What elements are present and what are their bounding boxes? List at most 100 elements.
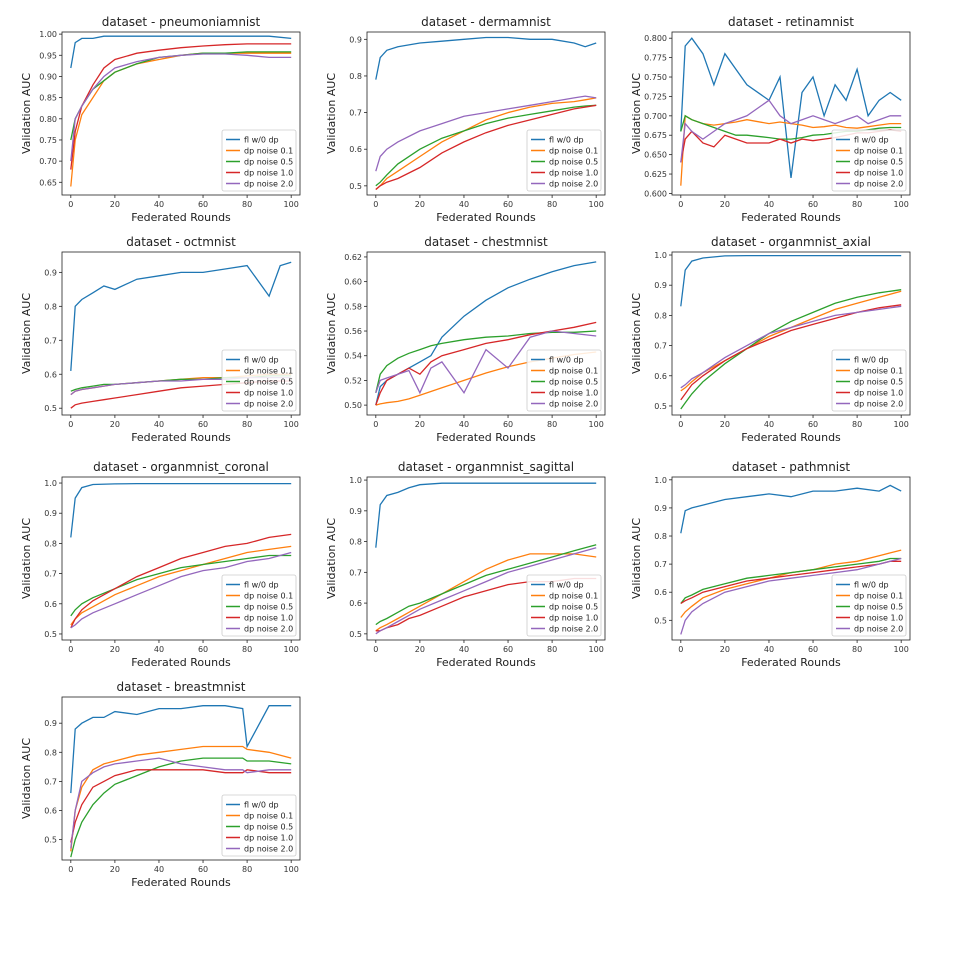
- legend-label: dp noise 0.5: [854, 378, 903, 387]
- y-axis-label: Validation AUC: [325, 73, 338, 154]
- y-tick-label: 0.6: [349, 145, 362, 154]
- x-tick-label: 80: [242, 645, 252, 654]
- legend: fl w/0 dp dp noise 0.1 dp noise 0.5 dp nois…: [221, 129, 297, 192]
- x-tick-label: 40: [764, 200, 774, 209]
- x-tick-label: 40: [459, 200, 469, 209]
- series-line-0: [680, 484, 902, 534]
- y-tick-label: 0.6: [654, 372, 667, 381]
- y-axis-label: Validation AUC: [630, 518, 643, 599]
- y-tick-label: 0.60: [344, 278, 362, 287]
- y-tick-label: 0.700: [644, 112, 667, 121]
- x-tick-label: 60: [198, 200, 208, 209]
- series-line-2: [70, 554, 292, 617]
- plot-frame: [61, 696, 301, 861]
- series-line-2: [375, 544, 597, 626]
- legend-label: dp noise 1.0: [854, 614, 903, 623]
- legend-label: fl w/0 dp: [549, 356, 584, 365]
- y-tick-label: 0.6: [44, 370, 57, 379]
- legend-label: dp noise 1.0: [244, 834, 293, 843]
- y-tick-label: 0.600: [644, 189, 667, 198]
- x-axis-label: Federated Rounds: [741, 211, 841, 224]
- y-tick-label: 0.9: [44, 268, 57, 277]
- y-tick-label: 0.52: [344, 376, 362, 385]
- chart-title: dataset - organmnist_coronal: [93, 460, 269, 474]
- y-tick-label: 0.650: [644, 151, 667, 160]
- series-line-4: [680, 99, 902, 163]
- x-tick-label: 100: [894, 420, 909, 429]
- legend-label: dp noise 2.0: [244, 625, 293, 634]
- y-tick-label: 0.8: [654, 311, 667, 320]
- legend: fl w/0 dp dp noise 0.1 dp noise 0.5 dp nois…: [831, 129, 907, 192]
- y-tick-label: 0.5: [349, 182, 362, 191]
- y-tick-label: 0.775: [644, 54, 667, 63]
- legend-label: fl w/0 dp: [549, 581, 584, 590]
- x-tick-label: 20: [720, 200, 730, 209]
- y-tick-label: 1.00: [39, 30, 57, 39]
- legend: fl w/0 dp dp noise 0.1 dp noise 0.5 dp nois…: [221, 574, 297, 637]
- chart-title: dataset - breastmnist: [117, 680, 246, 694]
- y-tick-label: 0.8: [44, 748, 57, 757]
- y-tick-label: 0.9: [654, 504, 667, 513]
- x-axis-label: Federated Rounds: [436, 431, 536, 444]
- legend-label: fl w/0 dp: [244, 356, 279, 365]
- y-tick-label: 0.625: [644, 170, 667, 179]
- y-tick-label: 0.800: [644, 34, 667, 43]
- y-tick-label: 0.50: [344, 401, 362, 410]
- series-line-0: [70, 35, 292, 69]
- chart-svg: dataset - dermamnist 0 20 40 60 80 100 0.5 0.6 0.…: [325, 15, 606, 224]
- x-axis-label: Federated Rounds: [741, 656, 841, 669]
- x-tick-label: 100: [284, 865, 299, 874]
- x-tick-label: 20: [110, 200, 120, 209]
- chart-panel: dataset - chestmnist 0 20 40 60 80 100 0.50 0.52…: [315, 230, 615, 455]
- x-axis-label: Federated Rounds: [436, 656, 536, 669]
- legend-box: [221, 794, 297, 857]
- legend-box: [221, 349, 297, 412]
- plot-frame: [671, 476, 911, 641]
- x-tick-label: 60: [808, 645, 818, 654]
- legend-label: fl w/0 dp: [244, 581, 279, 590]
- chart-title: dataset - dermamnist: [421, 15, 551, 29]
- legend: fl w/0 dp dp noise 0.1 dp noise 0.5 dp nois…: [526, 349, 602, 412]
- x-tick-label: 100: [589, 645, 604, 654]
- legend-label: dp noise 0.5: [549, 378, 598, 387]
- chart-panel: dataset - octmnist 0 20 40 60 80 100 0.5 0.6 0.7 0…: [10, 230, 310, 455]
- y-tick-label: 0.7: [44, 777, 57, 786]
- legend-label: dp noise 0.5: [549, 158, 598, 167]
- chart-title: dataset - chestmnist: [424, 235, 548, 249]
- chart-svg: dataset - organmnist_sagittal 0 20 40 60 80 10…: [325, 460, 606, 669]
- legend: fl w/0 dp dp noise 0.1 dp noise 0.5 dp nois…: [526, 574, 602, 637]
- series-line-4: [680, 305, 902, 389]
- legend-label: dp noise 0.1: [244, 592, 293, 601]
- series-line-4: [680, 557, 902, 635]
- legend-label: dp noise 0.1: [854, 367, 903, 376]
- x-tick-label: 40: [459, 420, 469, 429]
- y-tick-label: 1.0: [654, 251, 667, 260]
- y-tick-label: 0.5: [654, 616, 667, 625]
- y-axis-label: Validation AUC: [20, 293, 33, 374]
- legend: fl w/0 dp dp noise 0.1 dp noise 0.5 dp nois…: [221, 349, 297, 412]
- legend-label: dp noise 0.5: [854, 603, 903, 612]
- legend-label: dp noise 0.1: [244, 367, 293, 376]
- x-tick-label: 60: [503, 200, 513, 209]
- series-line-3: [70, 533, 292, 629]
- x-tick-label: 60: [198, 645, 208, 654]
- x-tick-label: 40: [764, 645, 774, 654]
- x-tick-label: 0: [68, 645, 73, 654]
- legend-label: dp noise 2.0: [244, 845, 293, 854]
- chart-svg: dataset - chestmnist 0 20 40 60 80 100 0.50 0.52…: [325, 235, 606, 444]
- y-tick-label: 1.0: [654, 476, 667, 485]
- series-line-0: [70, 261, 292, 371]
- series-line-0: [680, 37, 902, 178]
- plot-frame: [671, 251, 911, 416]
- y-tick-label: 0.6: [44, 600, 57, 609]
- chart-svg: dataset - organmnist_axial 0 20 40 60 80 100 0.…: [630, 235, 911, 444]
- y-tick-label: 0.6: [654, 588, 667, 597]
- legend-box: [526, 574, 602, 637]
- y-tick-label: 0.62: [344, 253, 362, 262]
- legend-label: fl w/0 dp: [854, 581, 889, 590]
- x-tick-label: 80: [242, 865, 252, 874]
- x-tick-label: 20: [720, 420, 730, 429]
- series-line-4: [70, 551, 292, 629]
- x-tick-label: 0: [373, 200, 378, 209]
- x-tick-label: 40: [764, 420, 774, 429]
